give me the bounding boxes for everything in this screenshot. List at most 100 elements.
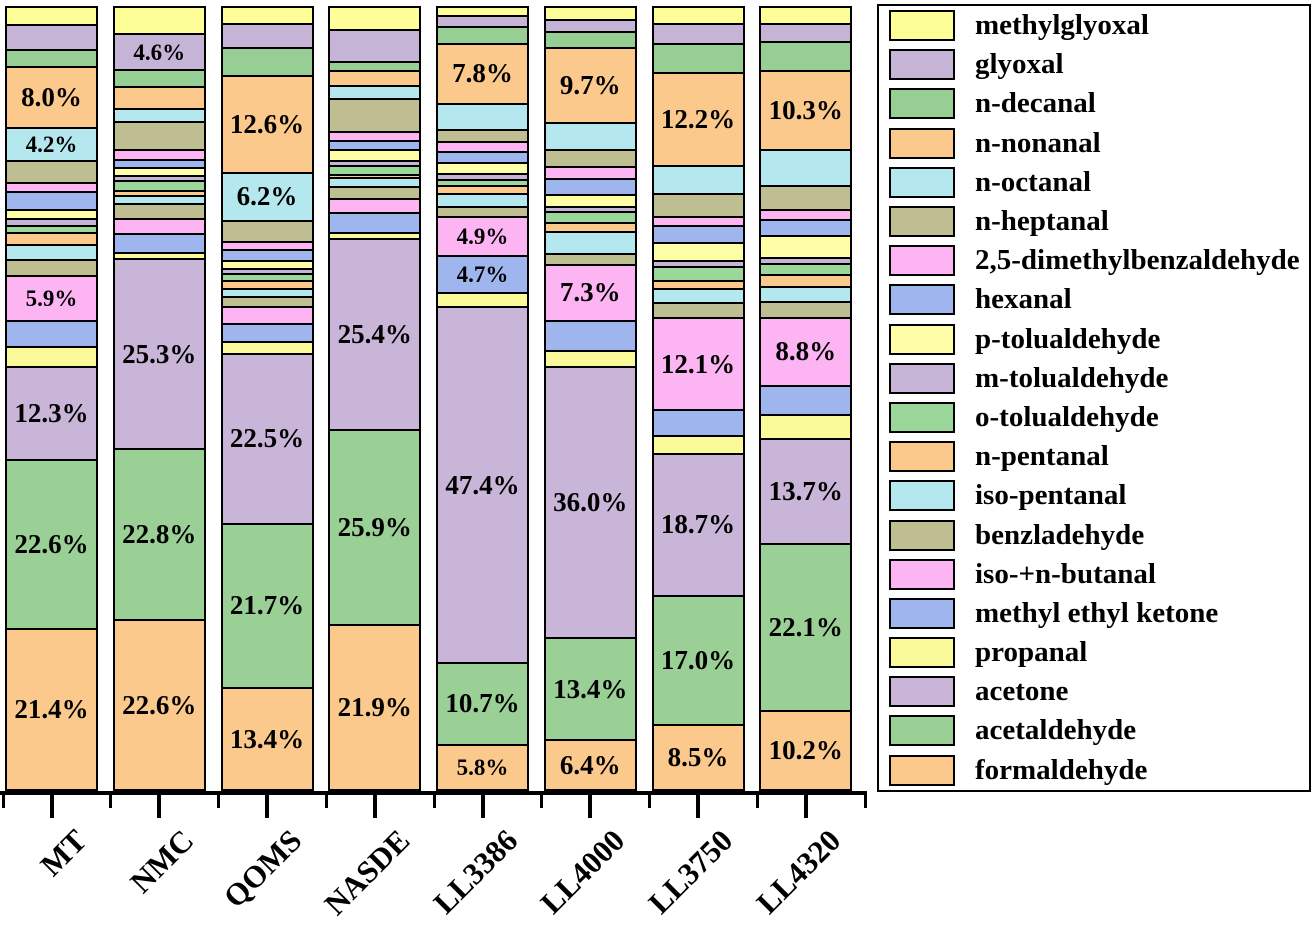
segment-o-tolualdehyde-NASDE [330, 165, 420, 174]
segment-methyl-ethyl-ketone-QOMS [222, 322, 312, 342]
segment-n-heptanal-NASDE [330, 97, 420, 132]
segment-value-label: 9.7% [559, 69, 621, 100]
segment-n-nonanal-LL3750: 12.2% [653, 71, 743, 165]
segment-o-tolualdehyde-MT [7, 225, 96, 232]
segment-iso-pentanal-NASDE [330, 177, 420, 187]
legend-label: iso-pentanal [975, 479, 1127, 512]
segment-n-pentanal-NASDE [330, 173, 420, 178]
segment-acetone-NASDE: 25.4% [330, 238, 420, 430]
segment-iso-pentanal-QOMS [222, 287, 312, 297]
segment-n-octanal-LL4320 [761, 149, 851, 185]
bar-LL3386: 7.8% 4.9% 4.7% 47.4% 10.7% 5.8% [436, 6, 529, 791]
segment-iso-pentanal-MT [7, 244, 96, 259]
legend-swatch [889, 519, 955, 551]
segment-value-label: 6.2% [236, 181, 298, 212]
segment-value-label: 13.4% [229, 723, 305, 754]
legend-label: glyoxal [975, 48, 1064, 81]
segment-o-tolualdehyde-LL3750 [653, 265, 743, 281]
legend-label: acetone [975, 675, 1069, 708]
segment-acetaldehyde-LL3750: 17.0% [653, 594, 743, 724]
segment-n-pentanal-LL3750 [653, 280, 743, 288]
segment-hexanal-NASDE [330, 139, 420, 149]
segment-iso-n-butanal-LL3386: 4.9% [438, 216, 527, 255]
segment-n-pentanal-MT [7, 231, 96, 245]
legend-label: propanal [975, 636, 1088, 669]
segment-acetone-LL4320: 13.7% [761, 437, 851, 543]
segment-n-pentanal-QOMS [222, 280, 312, 288]
segment-iso-pentanal-LL3386 [438, 192, 527, 206]
legend-label: iso-+n-butanal [975, 557, 1156, 590]
segment-acetaldehyde-NASDE: 25.9% [330, 429, 420, 624]
segment-acetone-LL3386: 47.4% [438, 306, 527, 662]
segment-glyoxal-NMC: 4.6% [114, 33, 204, 70]
segment-iso-n-butanal-QOMS [222, 305, 312, 323]
segment-acetone-LL3750: 18.7% [653, 452, 743, 595]
segment-n-octanal-MT: 4.2% [7, 127, 96, 161]
segment-value-label: 8.8% [775, 336, 837, 367]
x-axis-major-tick [265, 795, 269, 818]
legend-label: methyl ethyl ketone [975, 596, 1219, 629]
segment-formaldehyde-LL4320: 10.2% [761, 710, 851, 789]
legend-item-propanal: propanal [879, 633, 1309, 672]
segment-acetone-QOMS: 22.5% [222, 352, 312, 523]
legend-label: methylglyoxal [975, 9, 1149, 42]
legend-item-m-tolualdehyde: m-tolualdehyde [879, 359, 1309, 398]
segment-hexanal-MT [7, 191, 96, 209]
x-axis-minor-tick [432, 795, 436, 808]
x-axis-major-tick [157, 795, 162, 818]
segment-hexanal-LL3386 [438, 150, 527, 163]
segment-n-octanal-QOMS: 6.2% [222, 171, 312, 220]
segment-n-heptanal-LL3386 [438, 128, 527, 142]
legend-item-acetaldehyde: acetaldehyde [879, 711, 1309, 750]
legend-swatch [889, 441, 955, 473]
segment-value-label: 21.4% [14, 694, 89, 725]
segment-value-label: 8.0% [21, 82, 82, 113]
segment-2-5-dimethylbenzaldehyde-NASDE [330, 131, 420, 140]
bar-NMC: 4.6% 25.3% 22.8% 22.6% [112, 6, 206, 791]
segment-value-label: 7.3% [559, 277, 621, 308]
segment-n-decanal-LL4000 [545, 30, 635, 48]
segment-iso-n-butanal-LL4000: 7.3% [545, 263, 635, 321]
bar-QOMS: 12.6% 6.2% 22.5% 21.7% 13.4% [220, 6, 314, 791]
segment-hexanal-LL3750 [653, 224, 743, 242]
legend-label: hexanal [975, 283, 1072, 316]
segment-acetaldehyde-QOMS: 21.7% [222, 522, 312, 687]
segment-formaldehyde-NASDE: 21.9% [330, 623, 420, 789]
legend-item-n-nonanal: n-nonanal [879, 124, 1309, 163]
segment-n-decanal-LL3750 [653, 42, 743, 72]
legend-item-n-heptanal: n-heptanal [879, 202, 1309, 241]
segment-benzladehyde-LL3386 [438, 205, 527, 217]
segment-value-label: 10.2% [768, 735, 843, 766]
segment-value-label: 10.7% [445, 688, 520, 719]
segment-value-label: 5.9% [25, 286, 78, 312]
segment-n-heptanal-LL3750 [653, 192, 743, 216]
x-axis-minor-tick [540, 795, 544, 808]
segment-hexanal-QOMS [222, 248, 312, 261]
segment-2-5-dimethylbenzaldehyde-LL3386 [438, 141, 527, 151]
x-axis-major-tick [696, 795, 700, 818]
segment-methylglyoxal-LL3386 [438, 8, 527, 15]
segment-value-label: 21.7% [229, 590, 305, 621]
segment-value-label: 12.1% [660, 348, 736, 379]
segment-propanal-NMC [114, 251, 204, 259]
x-axis-minor-tick [648, 795, 651, 808]
segment-m-tolualdehyde-QOMS [222, 268, 312, 274]
segment-formaldehyde-LL4000: 6.4% [545, 739, 635, 790]
segment-p-tolualdehyde-LL4000 [545, 193, 635, 207]
legend-swatch [889, 166, 955, 198]
segment-benzladehyde-MT [7, 258, 96, 275]
segment-n-octanal-LL3750 [653, 164, 743, 193]
segment-methyl-ethyl-ketone-NASDE [330, 212, 420, 232]
segment-iso-pentanal-LL3750 [653, 287, 743, 303]
segment-value-label: 22.1% [768, 612, 843, 642]
legend-label: p-tolualdehyde [975, 322, 1161, 355]
segment-acetaldehyde-LL4320: 22.1% [761, 542, 851, 711]
x-axis-minor-tick [324, 795, 328, 808]
segment-m-tolualdehyde-LL3386 [438, 173, 527, 179]
segment-o-tolualdehyde-LL4000 [545, 211, 635, 223]
legend-swatch [889, 127, 955, 159]
segment-iso-pentanal-LL4000 [545, 231, 635, 253]
segment-benzladehyde-LL3750 [653, 302, 743, 317]
legend-swatch [889, 676, 955, 708]
segment-m-tolualdehyde-LL3750 [653, 259, 743, 266]
